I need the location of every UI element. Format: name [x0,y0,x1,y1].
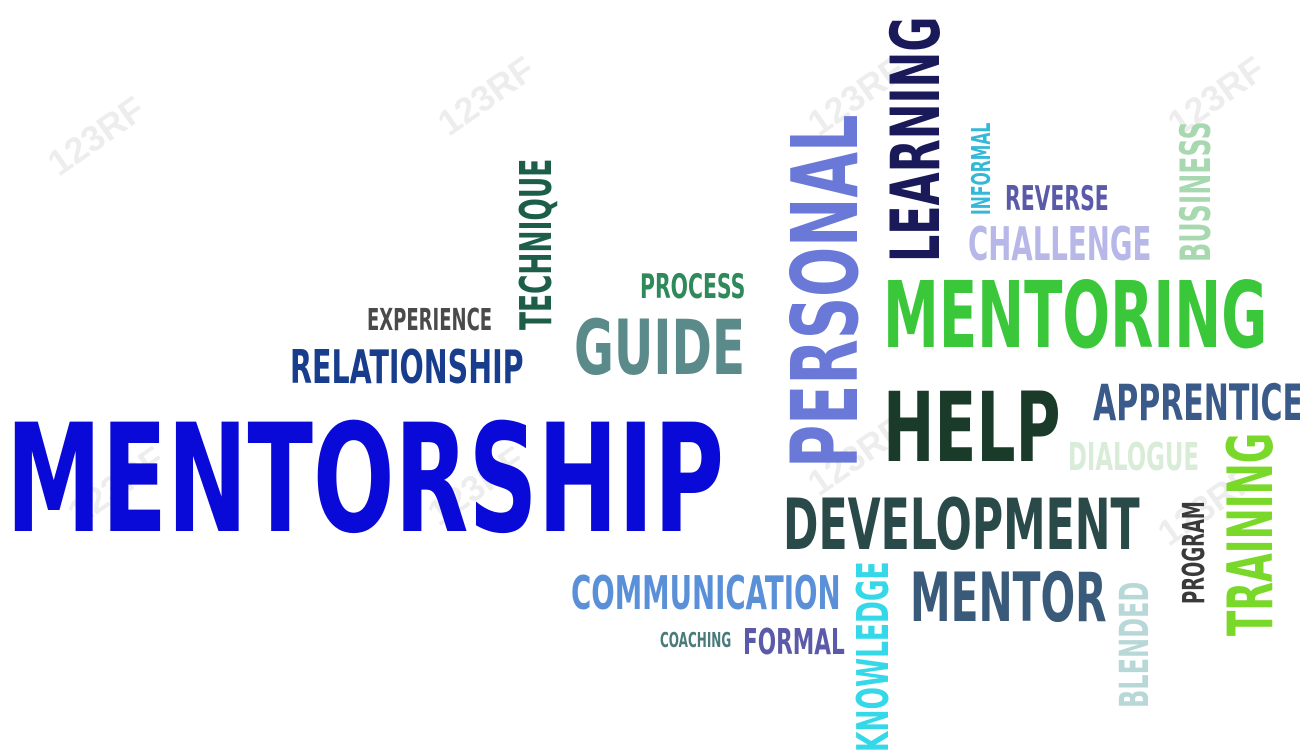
word-informal: INFORMAL [967,122,997,215]
watermark: 123RF [40,88,153,184]
word-training: TRAINING [1214,432,1287,636]
word-mentor: MENTOR [910,559,1107,638]
word-help: HELP [883,372,1061,484]
word-dialogue: DIALOGUE [1068,435,1199,479]
word-reverse: REVERSE [1005,179,1109,219]
word-knowledge: KNOWLEDGE [848,561,899,752]
word-mentorship: MENTORSHIP [6,393,725,567]
word-personal: PERSONAL [772,114,879,468]
word-business: BUSINESS [1171,121,1220,262]
word-apprentice: APPRENTICE [1093,374,1300,432]
word-relationship: RELATIONSHIP [290,340,524,394]
word-guide: GUIDE [574,303,746,392]
word-technique: TECHNIQUE [511,158,562,330]
word-challenge: CHALLENGE [968,217,1152,271]
word-program: PROGRAM [1177,501,1212,604]
word-process: PROCESS [640,267,746,307]
watermark: 123RF [430,48,543,144]
word-coaching: COACHING [660,628,732,652]
word-formal: FORMAL [743,622,845,663]
word-experience: EXPERIENCE [367,303,493,338]
word-development: DEVELOPMENT [783,484,1140,566]
word-learning: LEARNING [877,16,956,263]
word-communication: COMMUNICATION [571,566,841,620]
word-mentoring: MENTORING [883,262,1268,369]
word-blended: BLENDED [1112,581,1158,708]
